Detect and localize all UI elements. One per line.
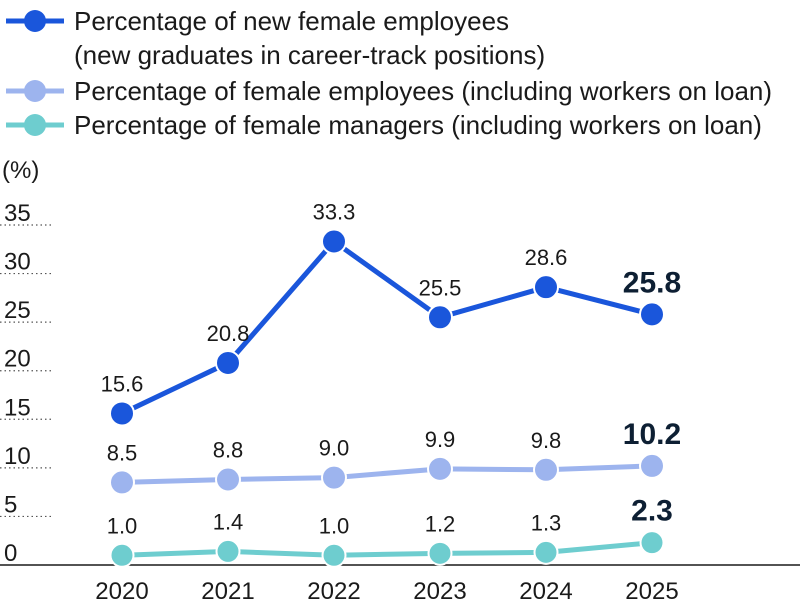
y-tick-label: 0 <box>4 540 17 567</box>
legend-marker <box>6 10 64 32</box>
data-label: 20.8 <box>207 321 250 346</box>
legend-item: Percentage of female managers (including… <box>0 108 800 142</box>
data-point <box>109 469 135 496</box>
data-label: 1.3 <box>531 510 562 535</box>
y-tick-label: 10 <box>4 443 31 470</box>
data-point <box>427 540 453 566</box>
data-label: 25.5 <box>419 275 462 300</box>
data-label: 9.9 <box>425 427 456 452</box>
data-label: 1.0 <box>107 513 138 538</box>
legend-label-line: Percentage of female employees (includin… <box>74 76 773 106</box>
series-line-0 <box>120 239 653 416</box>
x-tick-label: 2023 <box>413 578 466 605</box>
data-point <box>639 530 665 556</box>
legend-label: Percentage of new female employees (new g… <box>74 4 545 72</box>
data-point <box>533 539 559 565</box>
y-tick-label: 25 <box>4 297 31 324</box>
y-tick-label: 5 <box>4 491 17 518</box>
data-label: 9.0 <box>319 436 350 461</box>
data-label: 2.3 <box>631 495 673 528</box>
series-layer <box>109 228 665 568</box>
data-point <box>321 542 347 568</box>
data-point <box>533 274 559 301</box>
y-tick-label: 30 <box>4 249 31 276</box>
gridlines: 0 5 10 15 20 25 30 35 <box>0 200 52 567</box>
legend-item: Percentage of new female employees (new g… <box>0 4 800 74</box>
data-label: 9.8 <box>531 428 562 453</box>
legend-label-line: Percentage of female managers (including… <box>74 110 762 140</box>
data-point <box>109 400 135 427</box>
x-tick-label: 2021 <box>201 578 254 605</box>
legend-item: Percentage of female employees (includin… <box>0 74 800 108</box>
data-labels: 15.6 20.8 33.3 25.5 28.6 25.8 8.5 8.8 9.0 9.9 9.8 1… <box>101 200 682 539</box>
data-label: 28.6 <box>525 245 568 270</box>
data-point <box>321 464 347 491</box>
data-point <box>533 456 559 483</box>
data-label: 33.3 <box>313 200 356 225</box>
data-label: 15.6 <box>101 371 144 396</box>
x-tick-label: 2020 <box>95 578 148 605</box>
series-line-2 <box>121 540 653 558</box>
data-point <box>109 542 135 568</box>
data-point <box>639 452 665 479</box>
x-tick-label: 2025 <box>625 578 678 605</box>
data-point <box>215 349 241 376</box>
data-label: 25.8 <box>623 266 681 299</box>
data-point <box>215 538 241 564</box>
y-tick-label: 35 <box>4 200 31 227</box>
x-tick-label: 2022 <box>307 578 360 605</box>
data-point <box>321 228 347 255</box>
legend-marker <box>6 114 64 136</box>
data-label: 1.0 <box>319 513 350 538</box>
legend-label-line: (new graduates in career-track positions… <box>74 40 546 70</box>
y-tick-label: 15 <box>4 394 31 421</box>
data-label: 8.5 <box>107 440 138 465</box>
data-point <box>427 304 453 331</box>
data-point <box>639 301 665 328</box>
data-point <box>427 455 453 482</box>
legend-label-line: Percentage of new female employees <box>74 6 510 36</box>
data-label: 1.4 <box>213 509 244 534</box>
x-tick-label: 2024 <box>519 578 572 605</box>
legend-label: Percentage of female employees (includin… <box>74 74 772 108</box>
legend-label: Percentage of female managers (including… <box>74 108 762 142</box>
legend: Percentage of new female employees (new g… <box>0 4 800 142</box>
y-axis-unit-label: (%) <box>2 157 39 184</box>
data-label: 10.2 <box>623 418 681 451</box>
data-point <box>215 466 241 493</box>
legend-marker <box>6 80 64 102</box>
y-tick-label: 20 <box>4 346 31 373</box>
axes: 2020 2021 2022 2023 2024 2025 <box>0 564 800 605</box>
data-label: 1.2 <box>425 511 456 536</box>
data-label: 8.8 <box>213 438 244 463</box>
series-line-1 <box>121 463 653 485</box>
